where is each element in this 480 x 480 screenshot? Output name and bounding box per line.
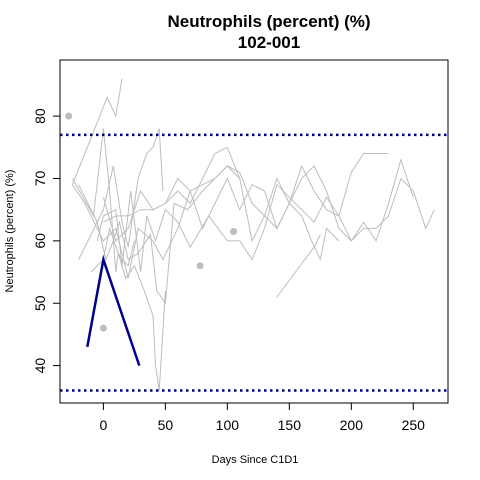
background-series-line <box>78 128 164 260</box>
patient-series-line <box>86 254 141 367</box>
y-tick-label: 40 <box>32 358 48 374</box>
background-series-line <box>78 165 340 305</box>
background-series-layer <box>65 78 435 391</box>
background-point <box>196 262 204 270</box>
y-tick-label: 60 <box>32 233 48 249</box>
x-axis: 0 50 100 150 200 250 <box>99 403 425 433</box>
background-series-line <box>103 146 389 243</box>
y-axis-label: Neutrophils (percent) (%) <box>4 170 16 293</box>
x-tick-label: 200 <box>340 417 364 433</box>
background-series-line <box>276 234 321 298</box>
background-series-line <box>71 165 241 279</box>
patient-series-layer <box>86 254 141 367</box>
background-point <box>99 324 107 332</box>
x-tick-label: 50 <box>158 417 174 433</box>
y-axis: 40 50 60 70 80 <box>32 108 60 373</box>
y-tick-label: 50 <box>32 295 48 311</box>
background-point <box>230 228 238 235</box>
background-series-line <box>90 226 166 391</box>
x-tick-label: 100 <box>216 417 240 433</box>
reference-lines-layer <box>60 133 448 392</box>
chart-title: Neutrophils (percent) (%) <box>167 12 370 31</box>
background-point <box>65 112 73 120</box>
x-tick-label: 250 <box>402 417 426 433</box>
background-series-line <box>71 78 123 185</box>
background-series-line <box>102 158 414 243</box>
plot-area-frame <box>59 59 449 404</box>
y-tick-label: 80 <box>32 108 48 124</box>
x-tick-label: 0 <box>99 417 107 433</box>
background-series-line <box>96 177 435 273</box>
y-tick-label: 70 <box>32 170 48 186</box>
chart-subtitle: 102-001 <box>238 33 300 52</box>
background-series-line <box>71 128 135 273</box>
x-tick-label: 150 <box>278 417 302 433</box>
x-axis-label: Days Since C1D1 <box>212 454 299 466</box>
